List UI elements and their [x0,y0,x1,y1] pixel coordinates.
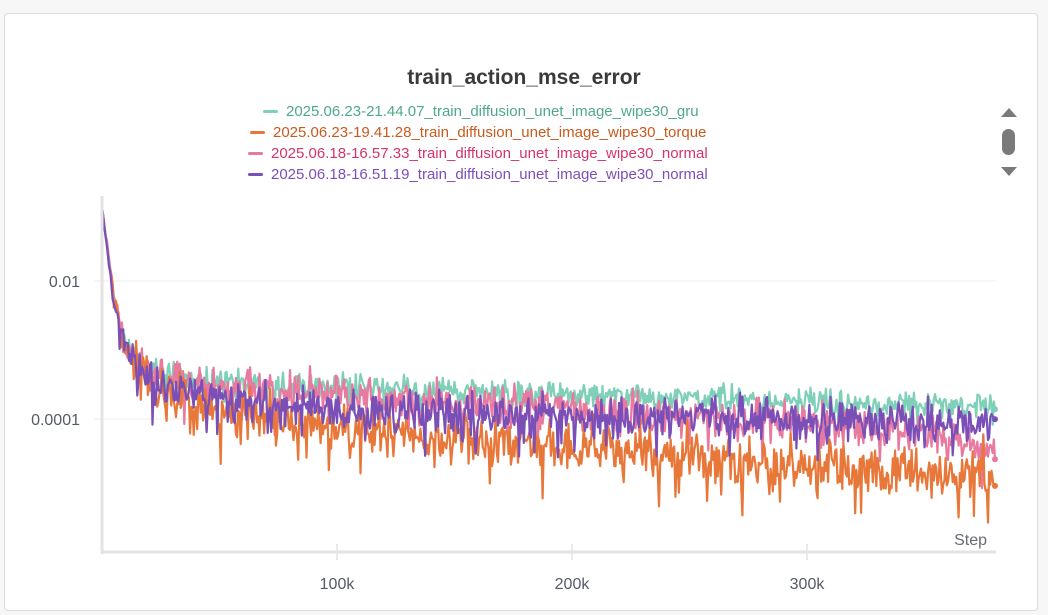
legend-item-normal-1657[interactable]: 2025.06.18-16.57.33_train_diffusion_unet… [248,143,708,164]
triangle-down-icon[interactable] [1001,167,1017,176]
axes: 0.01 0.0001 100k 200k 300k Step [31,196,996,593]
legend-label: 2025.06.23-21.44.07_train_diffusion_unet… [286,103,699,120]
legend-swatch [248,173,263,176]
x-axis-label: Step [954,532,987,549]
legend-label: 2025.06.18-16.51.19_train_diffusion_unet… [271,166,708,183]
series-lines [100,206,998,524]
legend-scroller[interactable] [1000,105,1018,177]
chart-title: train_action_mse_error [407,66,641,89]
legend-label: 2025.06.23-19.41.28_train_diffusion_unet… [273,124,707,141]
y-tick-label: 0.01 [49,274,80,291]
chart-panel [4,13,1038,611]
series-line[interactable] [100,206,996,524]
triangle-up-icon[interactable] [1001,108,1017,117]
legend-label: 2025.06.18-16.57.33_train_diffusion_unet… [271,145,708,162]
legend-item-normal-1651[interactable]: 2025.06.18-16.51.19_train_diffusion_unet… [248,164,708,185]
series-line[interactable] [100,206,996,462]
legend-swatch [263,110,278,113]
legend-swatch [248,152,263,155]
legend-swatch [250,131,265,134]
x-tick-label: 100k [320,576,356,593]
series-line[interactable] [100,206,997,490]
y-tick-label: 0.0001 [31,412,80,429]
legend-item-torque[interactable]: 2025.06.23-19.41.28_train_diffusion_unet… [250,122,706,143]
x-tick-label: 200k [555,576,591,593]
legend-scroll-thumb[interactable] [1002,129,1015,155]
legend-item-gru[interactable]: 2025.06.23-21.44.07_train_diffusion_unet… [263,101,699,122]
x-tick-label: 300k [790,576,826,593]
